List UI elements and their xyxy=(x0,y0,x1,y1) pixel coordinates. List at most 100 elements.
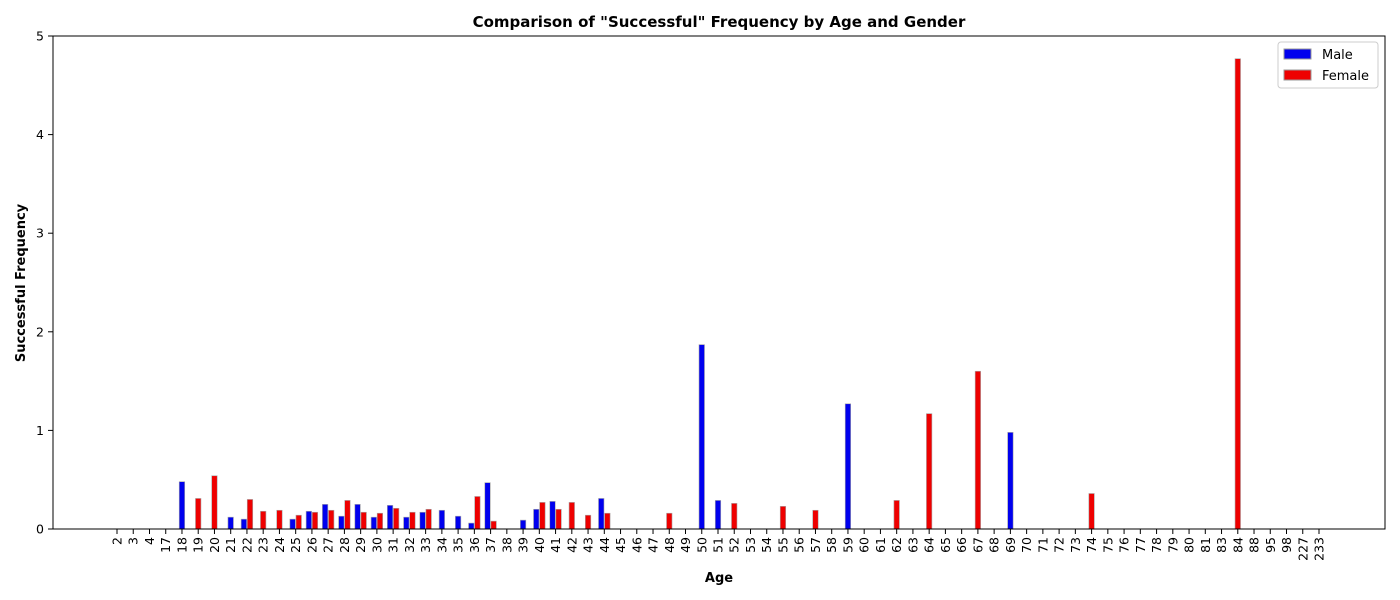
plot-frame xyxy=(52,35,1386,530)
x-tick-label: 26 xyxy=(304,537,319,553)
x-tick-label: 37 xyxy=(483,537,498,553)
x-tick-label: 33 xyxy=(418,537,433,553)
x-axis-label: Age xyxy=(705,571,733,586)
x-tick-label: 25 xyxy=(288,537,303,553)
bar-male xyxy=(354,504,361,530)
x-tick-label: 48 xyxy=(662,537,677,553)
x-tick-label: 67 xyxy=(970,537,985,553)
bar-female xyxy=(409,511,416,530)
x-tick-label: 62 xyxy=(889,537,904,553)
y-tick-label: 2 xyxy=(36,324,44,339)
x-tick-label: 233 xyxy=(1312,537,1327,561)
bar-male xyxy=(533,508,540,530)
bar-male xyxy=(520,519,527,530)
legend-label-female: Female xyxy=(1322,69,1369,84)
bar-female xyxy=(393,507,400,530)
x-tick-label: 55 xyxy=(775,537,790,553)
x-tick-label: 81 xyxy=(1198,537,1213,553)
legend: Male Female xyxy=(1277,41,1379,89)
bar-female xyxy=(328,509,335,530)
x-tick-label: 29 xyxy=(353,537,368,553)
x-tick-label: 54 xyxy=(759,537,774,553)
bar-female xyxy=(926,413,933,530)
y-axis: 0 1 2 3 4 5 xyxy=(36,29,53,537)
x-tick-label: 41 xyxy=(548,537,563,553)
bar-male xyxy=(178,481,186,530)
x-tick-label: 95 xyxy=(1263,537,1278,553)
bar-male xyxy=(844,403,851,530)
x-tick-label: 79 xyxy=(1165,537,1180,553)
bar-female xyxy=(425,508,432,530)
x-tick-label: 36 xyxy=(467,537,482,553)
bar-male xyxy=(598,498,605,530)
x-tick-label: 3 xyxy=(126,537,141,545)
x-tick-label: 64 xyxy=(922,537,937,553)
x-tick-label: 40 xyxy=(532,537,547,553)
x-tick-label: 34 xyxy=(434,537,449,553)
x-tick-label: 74 xyxy=(1084,537,1099,553)
bar-female xyxy=(211,475,218,530)
x-tick-label: 35 xyxy=(451,537,466,553)
bar-male xyxy=(484,482,491,530)
x-tick-label: 22 xyxy=(239,537,254,553)
x-tick-label: 75 xyxy=(1100,537,1115,553)
x-tick-label: 2 xyxy=(110,537,125,545)
x-tick-label: 69 xyxy=(1003,537,1018,553)
legend-label-male: Male xyxy=(1322,48,1353,63)
bar-female xyxy=(490,520,497,530)
bar-female xyxy=(539,502,546,530)
bar-male xyxy=(403,516,410,530)
x-tick-label: 47 xyxy=(646,537,661,553)
x-tick-label: 4 xyxy=(142,537,157,545)
x-axis: 2 3 4 17 18 19 20 21 22 23 24 25 26 27 28 29 30 31 32 33 34 3… xyxy=(110,529,1327,561)
x-tick-label: 66 xyxy=(954,537,969,553)
x-tick-label: 38 xyxy=(499,537,514,553)
bar-female xyxy=(585,514,592,530)
bars xyxy=(178,58,1241,530)
bar-male xyxy=(387,505,394,530)
bar-male xyxy=(322,504,329,530)
bar-male xyxy=(698,344,705,530)
x-tick-label: 59 xyxy=(840,537,855,553)
y-tick-label: 5 xyxy=(36,29,44,44)
bar-female xyxy=(260,510,267,530)
x-tick-label: 56 xyxy=(792,537,807,553)
bar-male xyxy=(289,518,296,530)
bar-male xyxy=(338,515,345,530)
bar-female xyxy=(474,496,481,530)
bar-male xyxy=(305,510,312,530)
x-tick-label: 24 xyxy=(272,537,287,553)
bar-female xyxy=(376,512,383,530)
x-tick-label: 23 xyxy=(256,537,271,553)
x-tick-label: 77 xyxy=(1133,537,1148,553)
x-tick-label: 50 xyxy=(694,537,709,553)
bar-male xyxy=(1007,432,1014,530)
bar-female xyxy=(731,503,738,530)
bar-female xyxy=(1234,58,1241,530)
x-tick-label: 20 xyxy=(207,537,222,553)
x-tick-label: 21 xyxy=(223,537,238,553)
x-tick-label: 71 xyxy=(1035,537,1050,553)
x-tick-label: 58 xyxy=(824,537,839,553)
bar-female xyxy=(295,514,302,530)
bar-female xyxy=(311,511,319,530)
bar-female xyxy=(344,500,351,530)
bar-male xyxy=(438,509,445,530)
x-tick-label: 52 xyxy=(727,537,742,553)
bar-male xyxy=(240,518,247,530)
bar-female xyxy=(893,500,900,530)
x-tick-label: 83 xyxy=(1214,537,1229,553)
bar-female xyxy=(360,511,367,530)
x-tick-label: 88 xyxy=(1247,537,1262,553)
x-tick-label: 76 xyxy=(1117,537,1132,553)
x-tick-label: 39 xyxy=(516,537,531,553)
bar-male xyxy=(549,501,556,530)
bar-male xyxy=(419,511,426,530)
bar-male xyxy=(468,522,475,530)
x-tick-label: 84 xyxy=(1230,537,1245,553)
bar-male xyxy=(714,500,722,530)
x-tick-label: 51 xyxy=(711,537,726,553)
x-tick-label: 60 xyxy=(857,537,872,553)
x-tick-label: 98 xyxy=(1279,537,1294,553)
